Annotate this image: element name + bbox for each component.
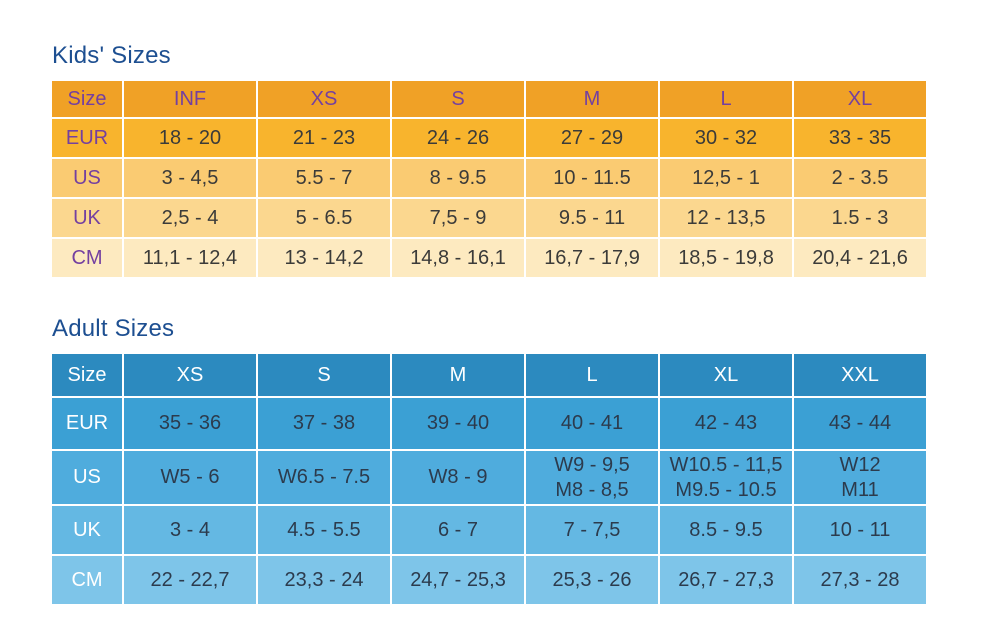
row-label-eur: EUR xyxy=(50,396,124,451)
size-cell: 33 - 35 xyxy=(792,117,928,159)
column-header-size: Size xyxy=(50,79,124,119)
table-header-row: Size XS S M L XL XXL xyxy=(50,352,928,398)
size-cell: 22 - 22,7 xyxy=(122,554,258,606)
size-cell: W12 M11 xyxy=(792,449,928,506)
size-cell: 2 - 3.5 xyxy=(792,157,928,199)
row-label-uk: UK xyxy=(50,197,124,239)
column-header-l: L xyxy=(524,352,660,398)
size-cell: 6 - 7 xyxy=(390,504,526,556)
size-cell: 35 - 36 xyxy=(122,396,258,451)
size-cell: 10 - 11.5 xyxy=(524,157,660,199)
size-cell: 12,5 - 1 xyxy=(658,157,794,199)
size-cell: 5.5 - 7 xyxy=(256,157,392,199)
size-cell: 20,4 - 21,6 xyxy=(792,237,928,279)
size-cell: 1.5 - 3 xyxy=(792,197,928,239)
size-cell: 14,8 - 16,1 xyxy=(390,237,526,279)
column-header-inf: INF xyxy=(122,79,258,119)
size-cell: 7,5 - 9 xyxy=(390,197,526,239)
row-label-eur: EUR xyxy=(50,117,124,159)
column-header-s: S xyxy=(256,352,392,398)
size-cell: W6.5 - 7.5 xyxy=(256,449,392,506)
size-cell: 37 - 38 xyxy=(256,396,392,451)
size-cell: 12 - 13,5 xyxy=(658,197,794,239)
column-header-xs: XS xyxy=(122,352,258,398)
size-cell: 18 - 20 xyxy=(122,117,258,159)
size-cell: 27,3 - 28 xyxy=(792,554,928,606)
size-cell: 3 - 4 xyxy=(122,504,258,556)
adult-sizes-table: Size XS S M L XL XXL EUR 35 - 36 37 - 38 39 - 40 40… xyxy=(50,352,928,606)
size-cell: 2,5 - 4 xyxy=(122,197,258,239)
row-label-cm: CM xyxy=(50,554,124,606)
size-cell: 16,7 - 17,9 xyxy=(524,237,660,279)
column-header-size: Size xyxy=(50,352,124,398)
size-cell: 3 - 4,5 xyxy=(122,157,258,199)
row-label-us: US xyxy=(50,157,124,199)
size-cell: 8.5 - 9.5 xyxy=(658,504,794,556)
kids-sizes-table: Size INF XS S M L XL EUR 18 - 20 21 - 23 24 - 26 27… xyxy=(50,79,928,279)
column-header-xl: XL xyxy=(658,352,794,398)
size-cell: W5 - 6 xyxy=(122,449,258,506)
size-cell: 5 - 6.5 xyxy=(256,197,392,239)
size-cell: 42 - 43 xyxy=(658,396,794,451)
size-cell-line: W9 - 9,5 xyxy=(554,453,630,476)
size-cell-line: W12 xyxy=(839,453,881,476)
size-cell-line: M11 xyxy=(841,478,879,501)
size-cell: 11,1 - 12,4 xyxy=(122,237,258,279)
size-cell: W9 - 9,5 M8 - 8,5 xyxy=(524,449,660,506)
size-cell: 40 - 41 xyxy=(524,396,660,451)
size-cell: 9.5 - 11 xyxy=(524,197,660,239)
size-cell: 21 - 23 xyxy=(256,117,392,159)
column-header-xl: XL xyxy=(792,79,928,119)
size-cell: W10.5 - 11,5 M9.5 - 10.5 xyxy=(658,449,794,506)
size-cell: 27 - 29 xyxy=(524,117,660,159)
size-cell: 10 - 11 xyxy=(792,504,928,556)
size-row-cm: CM 11,1 - 12,4 13 - 14,2 14,8 - 16,1 16,7 - … xyxy=(50,237,928,279)
row-label-us: US xyxy=(50,449,124,506)
size-cell: 24 - 26 xyxy=(390,117,526,159)
kids-sizes-section: Kids' Sizes Size INF XS S M L XL EUR 18 - 20 21 -… xyxy=(50,42,950,279)
size-cell: 18,5 - 19,8 xyxy=(658,237,794,279)
size-cell-line: W10.5 - 11,5 xyxy=(669,453,783,476)
table-header-row: Size INF XS S M L XL xyxy=(50,79,928,119)
size-cell-line: M8 - 8,5 xyxy=(555,478,629,501)
size-cell: W8 - 9 xyxy=(390,449,526,506)
size-cell: 25,3 - 26 xyxy=(524,554,660,606)
column-header-xxl: XXL xyxy=(792,352,928,398)
size-cell: 43 - 44 xyxy=(792,396,928,451)
kids-sizes-title: Kids' Sizes xyxy=(52,42,171,69)
size-row-cm: CM 22 - 22,7 23,3 - 24 24,7 - 25,3 25,3 - 26… xyxy=(50,554,928,606)
size-cell: 26,7 - 27,3 xyxy=(658,554,794,606)
size-cell: 8 - 9.5 xyxy=(390,157,526,199)
size-cell: 23,3 - 24 xyxy=(256,554,392,606)
size-row-us: US W5 - 6 W6.5 - 7.5 W8 - 9 W9 - 9,5 M8 - 8,5… xyxy=(50,449,928,506)
size-cell: 7 - 7,5 xyxy=(524,504,660,556)
column-header-s: S xyxy=(390,79,526,119)
column-header-xs: XS xyxy=(256,79,392,119)
size-cell: 4.5 - 5.5 xyxy=(256,504,392,556)
size-cell: 13 - 14,2 xyxy=(256,237,392,279)
column-header-m: M xyxy=(390,352,526,398)
row-label-uk: UK xyxy=(50,504,124,556)
size-cell: 24,7 - 25,3 xyxy=(390,554,526,606)
size-row-eur: EUR 35 - 36 37 - 38 39 - 40 40 - 41 42 - 43 43… xyxy=(50,396,928,451)
row-label-cm: CM xyxy=(50,237,124,279)
size-chart-page: Kids' Sizes Size INF XS S M L XL EUR 18 - 20 21 -… xyxy=(50,42,950,606)
size-cell-line: M9.5 - 10.5 xyxy=(675,478,777,501)
size-row-eur: EUR 18 - 20 21 - 23 24 - 26 27 - 29 30 - 32 33… xyxy=(50,117,928,159)
size-cell: 39 - 40 xyxy=(390,396,526,451)
size-cell: 30 - 32 xyxy=(658,117,794,159)
column-header-m: M xyxy=(524,79,660,119)
column-header-l: L xyxy=(658,79,794,119)
adult-sizes-section: Adult Sizes Size XS S M L XL XXL EUR 35 - 36 37 -… xyxy=(50,315,950,606)
adult-sizes-title: Adult Sizes xyxy=(52,315,175,342)
